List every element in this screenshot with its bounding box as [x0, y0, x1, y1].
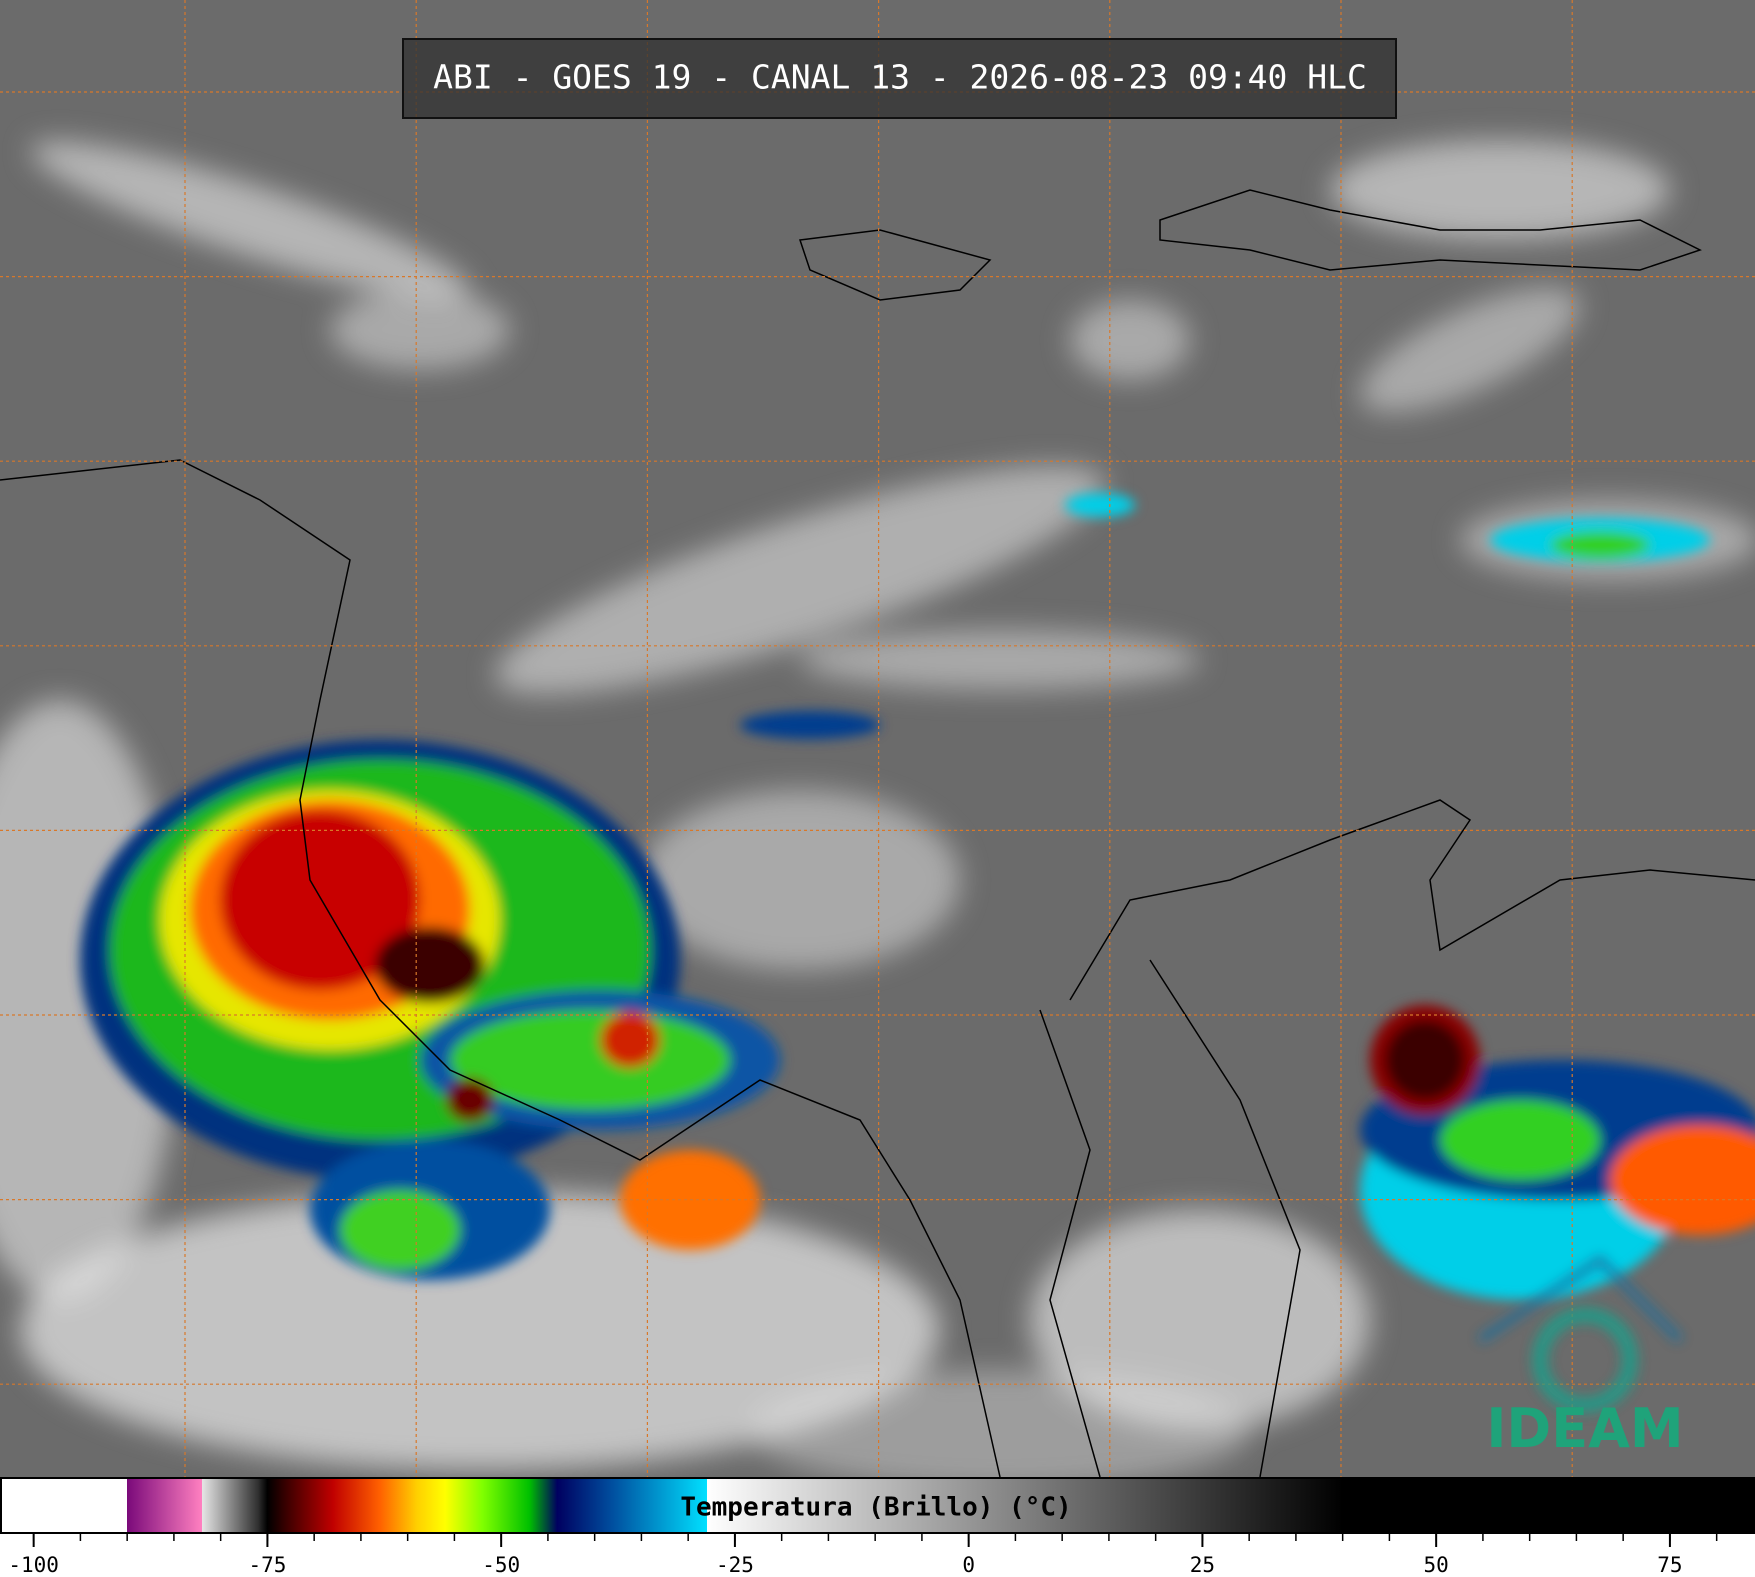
title: ABI - GOES 19 - CANAL 13 - 2026-08-23 09… [433, 58, 1367, 97]
tick-label: 75 [1657, 1553, 1682, 1577]
title-box [402, 38, 1397, 119]
tick-label: 0 [962, 1553, 975, 1577]
logo-text: IDEAM [1486, 1397, 1683, 1460]
storm-systems [80, 493, 1755, 1300]
tick-label: -50 [482, 1553, 520, 1577]
tick-label: 25 [1190, 1553, 1215, 1577]
colorbar [0, 1477, 1755, 1534]
colorbar-ticks: -100 -75 -50 -25 0 25 50 75 [8, 1533, 1718, 1577]
coastlines [0, 189, 1755, 1478]
grid [0, 0, 1755, 1477]
tick-label: 50 [1424, 1553, 1449, 1577]
tick-label: -100 [8, 1553, 59, 1577]
logo-mark [1477, 1254, 1683, 1413]
clouds [0, 140, 1755, 1490]
tick-label: -75 [248, 1553, 286, 1577]
colorbar-label: Temperatura (Brillo) (°C) [680, 1493, 1071, 1523]
tick-label: -25 [716, 1553, 754, 1577]
